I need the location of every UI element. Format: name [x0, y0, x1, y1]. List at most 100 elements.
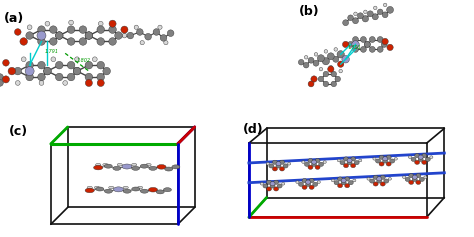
Circle shape — [146, 164, 151, 166]
Circle shape — [367, 178, 370, 180]
Circle shape — [121, 26, 128, 33]
Circle shape — [345, 184, 350, 188]
Circle shape — [315, 159, 320, 163]
Circle shape — [99, 21, 103, 26]
Circle shape — [27, 25, 32, 30]
Circle shape — [373, 182, 378, 186]
Circle shape — [370, 179, 374, 183]
Circle shape — [2, 76, 9, 83]
Circle shape — [345, 177, 350, 181]
Circle shape — [158, 25, 162, 29]
Circle shape — [411, 157, 416, 161]
Circle shape — [149, 166, 157, 170]
Circle shape — [323, 71, 328, 77]
Circle shape — [415, 160, 419, 164]
Circle shape — [328, 66, 334, 72]
Circle shape — [416, 180, 421, 184]
Circle shape — [379, 155, 384, 160]
Circle shape — [85, 188, 94, 193]
Circle shape — [37, 31, 46, 40]
Circle shape — [362, 16, 369, 22]
Text: (b): (b) — [299, 5, 320, 18]
Circle shape — [324, 50, 328, 53]
Circle shape — [97, 26, 104, 33]
Circle shape — [123, 186, 128, 189]
Text: 1.791: 1.791 — [45, 49, 59, 54]
Circle shape — [260, 182, 264, 185]
Circle shape — [418, 155, 423, 159]
Circle shape — [103, 67, 110, 75]
Circle shape — [374, 6, 377, 10]
Circle shape — [314, 53, 318, 56]
Circle shape — [409, 174, 414, 178]
Circle shape — [280, 167, 284, 171]
Circle shape — [44, 67, 51, 75]
Circle shape — [164, 188, 172, 192]
Circle shape — [97, 79, 104, 87]
Text: (a): (a) — [4, 12, 24, 25]
Text: 1.791: 1.791 — [347, 45, 362, 50]
Circle shape — [353, 46, 358, 52]
Circle shape — [75, 57, 80, 62]
Circle shape — [383, 159, 388, 163]
Circle shape — [422, 154, 427, 158]
Circle shape — [55, 61, 63, 69]
Circle shape — [38, 61, 46, 69]
Circle shape — [360, 36, 366, 42]
Circle shape — [344, 164, 348, 168]
Circle shape — [308, 165, 313, 169]
Circle shape — [303, 62, 309, 68]
Circle shape — [164, 167, 173, 171]
Circle shape — [140, 41, 145, 45]
Circle shape — [419, 177, 424, 182]
Circle shape — [3, 59, 9, 66]
Circle shape — [92, 57, 97, 62]
Circle shape — [263, 184, 268, 188]
Circle shape — [394, 157, 397, 160]
Circle shape — [97, 73, 104, 81]
Circle shape — [409, 180, 414, 184]
Circle shape — [282, 182, 285, 185]
Circle shape — [277, 184, 282, 188]
Circle shape — [425, 157, 430, 161]
Circle shape — [351, 157, 356, 161]
Circle shape — [309, 185, 314, 189]
Circle shape — [0, 80, 3, 86]
Circle shape — [85, 61, 93, 69]
Circle shape — [109, 186, 114, 189]
Text: (c): (c) — [9, 125, 27, 138]
Circle shape — [79, 38, 87, 45]
Circle shape — [132, 166, 140, 170]
Circle shape — [157, 164, 166, 169]
Circle shape — [377, 179, 382, 183]
Circle shape — [367, 11, 374, 17]
Circle shape — [73, 67, 81, 75]
Circle shape — [137, 186, 143, 189]
Circle shape — [269, 164, 274, 168]
Circle shape — [372, 14, 378, 20]
Circle shape — [430, 156, 433, 159]
Circle shape — [97, 61, 104, 69]
Circle shape — [109, 26, 117, 33]
Circle shape — [337, 51, 344, 58]
Circle shape — [302, 185, 307, 189]
Circle shape — [377, 9, 383, 15]
Circle shape — [266, 180, 272, 184]
Circle shape — [353, 18, 358, 24]
Circle shape — [348, 15, 354, 21]
Circle shape — [377, 177, 382, 181]
Circle shape — [365, 41, 370, 47]
Circle shape — [104, 189, 112, 193]
Circle shape — [304, 162, 310, 166]
Circle shape — [160, 35, 167, 41]
Circle shape — [412, 177, 417, 182]
Circle shape — [25, 67, 34, 76]
Circle shape — [340, 161, 345, 165]
Circle shape — [387, 6, 393, 13]
Circle shape — [103, 164, 108, 166]
Circle shape — [365, 41, 370, 47]
Circle shape — [313, 60, 319, 66]
Circle shape — [323, 81, 328, 87]
Circle shape — [308, 159, 313, 163]
Circle shape — [412, 175, 417, 179]
